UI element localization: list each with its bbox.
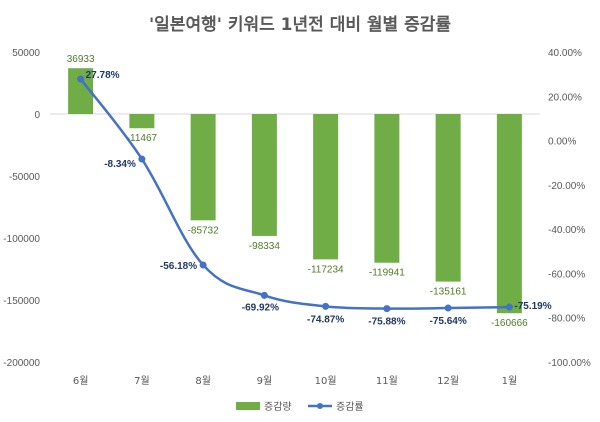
line-value-label: -8.34% [104,159,136,170]
line-point [444,304,452,312]
y-left-tick-label: -200000 [3,358,40,369]
line-point [77,75,85,83]
x-tick-label: 11월 [376,375,398,387]
line-point [199,261,207,269]
bar-value-label: -98334 [249,241,281,252]
line-value-label: -75.64% [430,316,467,327]
y-axis-left: 50000 0 -50000 -100000 -150000 -200000 [3,48,40,369]
y-left-tick-label: -100000 [3,234,40,245]
y-left-tick-label: 0 [34,110,40,121]
legend-label-bar: 증감량 [264,401,292,413]
bar [129,114,155,129]
bar [496,114,522,314]
x-tick-label: 1월 [502,375,518,387]
x-tick-label: 9월 [257,375,273,387]
y-left-tick-label: -50000 [9,172,41,183]
legend-swatch-bar [236,402,260,410]
bar-data-labels: 36933 -11467 -85732 -98334 -117234 -119941 -13… [67,54,528,329]
y-right-tick-label: 40.00% [548,48,582,59]
line-value-label: -56.18% [160,261,197,272]
bar-value-label: -11467 [127,133,158,144]
legend-marker-line [317,403,323,409]
bar-value-label: -119941 [369,268,405,279]
y-right-tick-label: 0.00% [548,137,576,148]
x-tick-label: 7월 [134,375,150,387]
line-value-label: 27.78% [86,70,120,81]
bar [374,114,400,263]
line-series [77,75,513,313]
line-point [383,305,391,313]
bar [251,114,277,236]
y-right-tick-label: -100.00% [548,358,591,369]
line-value-label: -75.88% [368,317,405,328]
line-value-label: -74.87% [307,314,344,325]
x-tick-label: 8월 [195,375,211,387]
y-right-tick-label: -40.00% [548,225,585,236]
chart-title: '일본여행' 키워드 1년전 대비 월별 증감률 [149,15,451,35]
bar-value-label: -160666 [491,318,528,329]
line-point [505,303,513,311]
bar-series [68,68,522,314]
bar-value-label: -85732 [188,225,220,236]
legend-label-line: 증감률 [336,401,364,413]
y-right-tick-label: 20.00% [548,92,582,103]
line-value-label: -75.19% [514,301,551,312]
bar-value-label: 36933 [67,54,95,65]
bar-value-label: -117234 [308,264,344,275]
line-value-label: -69.92% [242,302,279,313]
y-left-tick-label: 50000 [12,48,40,59]
x-axis: 6월 7월 8월 9월 10월 11월 12월 1월 [73,375,517,387]
y-right-tick-label: -20.00% [548,181,585,192]
x-tick-label: 12월 [437,375,459,387]
legend: 증감량 증감률 [236,401,364,413]
y-axis-right: 40.00% 20.00% 0.00% -20.00% -40.00% -60.00% -8… [548,48,591,369]
line-point [260,291,268,299]
x-tick-label: 6월 [73,375,89,387]
y-right-tick-label: -60.00% [548,269,585,280]
y-left-tick-label: -150000 [3,296,40,307]
line-point [322,302,330,310]
line-data-labels: 27.78% -8.34% -56.18% -69.92% -74.87% -75.88%… [86,70,552,328]
bar [313,114,339,260]
line-point [138,155,146,163]
bar [435,114,461,282]
bar [190,114,216,221]
y-right-tick-label: -80.00% [548,314,585,325]
bar-value-label: -135161 [430,287,467,298]
x-tick-label: 10월 [315,375,337,387]
